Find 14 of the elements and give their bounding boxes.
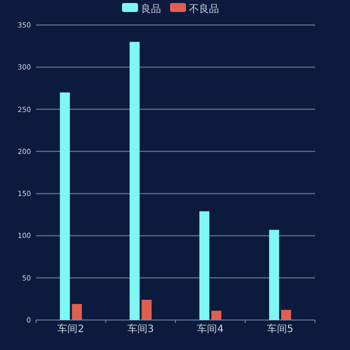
x-tick-label: 车间3: [127, 323, 154, 335]
legend-label: 不良品: [189, 3, 219, 15]
x-tick-label: 车间2: [58, 323, 84, 335]
x-tick-label: 车间5: [266, 323, 294, 335]
bar: [269, 230, 280, 320]
bar: [72, 304, 82, 320]
bar: [142, 300, 152, 320]
bar: [60, 92, 70, 320]
legend-label: 良品: [141, 3, 161, 15]
bar: [199, 211, 210, 320]
bar: [281, 310, 292, 320]
bar: [130, 42, 140, 320]
x-tick-label: 车间4: [197, 323, 224, 335]
bar: [211, 310, 222, 320]
